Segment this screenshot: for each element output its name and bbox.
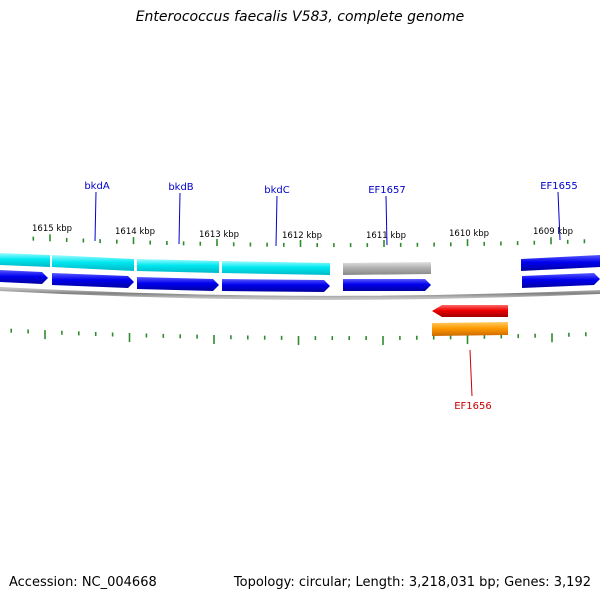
ruler-label: 1615 kbp xyxy=(32,224,72,234)
feature-tracks xyxy=(0,253,600,336)
cds-arrow-forward xyxy=(0,270,48,284)
leader-EF1656 xyxy=(469,349,473,397)
feature-block xyxy=(137,259,219,273)
cds-arrow-forward xyxy=(137,277,219,291)
ruler-label: 1613 kbp xyxy=(199,230,239,240)
gene-label-EF1656: EF1656 xyxy=(454,401,492,412)
ruler-label: 1609 kbp xyxy=(533,227,573,237)
ruler-label: 1611 kbp xyxy=(366,231,406,241)
gene-label-EF1655: EF1655 xyxy=(540,181,578,192)
feature-block xyxy=(52,255,134,271)
cds-arrow-forward xyxy=(52,273,134,288)
leader-EF1655 xyxy=(557,191,561,241)
gene-label-EF1657: EF1657 xyxy=(368,185,406,196)
cds-arrow-forward xyxy=(522,273,600,288)
ruler-labels: 1615 kbp 1614 kbp 1613 kbp 1612 kbp 1611… xyxy=(32,224,573,241)
feature-block xyxy=(343,262,431,275)
ruler-label: 1612 kbp xyxy=(282,231,322,241)
feature-block xyxy=(0,253,50,267)
ruler-label: 1610 kbp xyxy=(449,229,489,239)
leader-bkdB xyxy=(178,192,181,245)
genome-summary-text: Topology: circular; Length: 3,218,031 bp… xyxy=(233,575,591,590)
gene-label-bkdC: bkdC xyxy=(264,185,289,196)
gene-label-bkdB: bkdB xyxy=(168,182,193,193)
map-title: Enterococcus faecalis V583, complete gen… xyxy=(135,9,465,25)
cds-arrow-forward xyxy=(343,279,431,291)
accession-text: Accession: NC_004668 xyxy=(9,575,157,590)
leader-bkdC xyxy=(275,195,278,247)
leader-EF1657 xyxy=(385,195,388,246)
feature-block xyxy=(521,255,600,271)
ruler-label: 1614 kbp xyxy=(115,227,155,237)
genome-backbone xyxy=(0,287,600,300)
cds-arrow-forward xyxy=(222,279,330,292)
cds-arrow-reverse xyxy=(432,305,508,317)
feature-block xyxy=(222,261,330,275)
gene-labels: bkdA bkdB bkdC EF1657 EF1655 EF1656 xyxy=(84,181,577,412)
label-leaders xyxy=(94,191,561,397)
feature-block-reverse xyxy=(432,322,508,336)
leader-bkdA xyxy=(94,191,97,242)
tick-marks-top xyxy=(32,234,586,248)
tick-marks-bottom xyxy=(10,328,587,346)
gene-label-bkdA: bkdA xyxy=(84,181,109,192)
